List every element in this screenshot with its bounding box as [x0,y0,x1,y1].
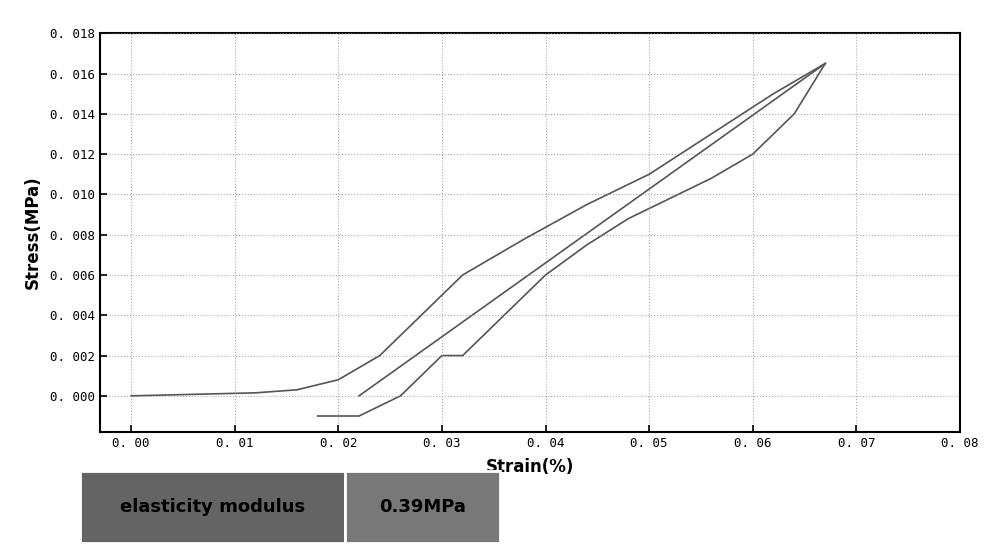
Bar [345,471,500,543]
Text: 0.39MPa: 0.39MPa [379,498,466,516]
Y-axis label: Stress(MPa): Stress(MPa) [24,176,42,290]
Text: elasticity modulus: elasticity modulus [120,498,305,516]
X-axis label: Strain(%): Strain(%) [486,458,574,476]
Bar [80,471,345,543]
